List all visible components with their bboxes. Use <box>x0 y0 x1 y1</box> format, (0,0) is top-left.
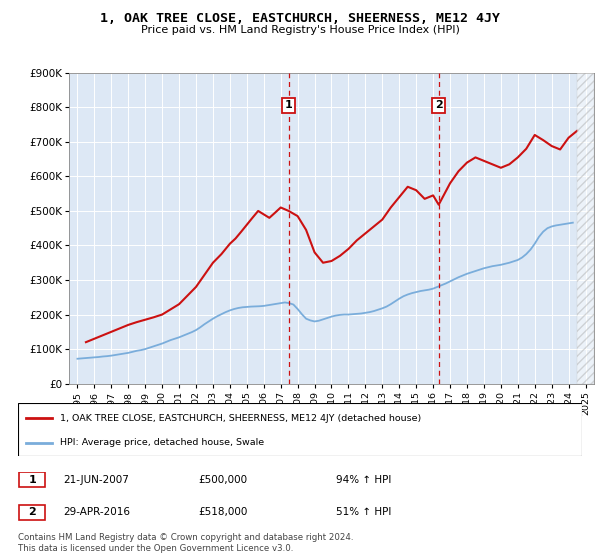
Text: 21-JUN-2007: 21-JUN-2007 <box>63 475 129 485</box>
Text: Price paid vs. HM Land Registry's House Price Index (HPI): Price paid vs. HM Land Registry's House … <box>140 25 460 35</box>
Text: £500,000: £500,000 <box>198 475 247 485</box>
Text: HPI: Average price, detached house, Swale: HPI: Average price, detached house, Swal… <box>60 438 265 447</box>
Text: 94% ↑ HPI: 94% ↑ HPI <box>336 475 391 485</box>
Text: 1, OAK TREE CLOSE, EASTCHURCH, SHEERNESS, ME12 4JY (detached house): 1, OAK TREE CLOSE, EASTCHURCH, SHEERNESS… <box>60 414 422 423</box>
Text: 2: 2 <box>29 507 36 517</box>
Text: Contains HM Land Registry data © Crown copyright and database right 2024.
This d: Contains HM Land Registry data © Crown c… <box>18 533 353 553</box>
Text: 1, OAK TREE CLOSE, EASTCHURCH, SHEERNESS, ME12 4JY: 1, OAK TREE CLOSE, EASTCHURCH, SHEERNESS… <box>100 12 500 25</box>
Text: 51% ↑ HPI: 51% ↑ HPI <box>336 507 391 517</box>
Text: 2: 2 <box>435 100 443 110</box>
Text: 29-APR-2016: 29-APR-2016 <box>63 507 130 517</box>
Text: £518,000: £518,000 <box>198 507 247 517</box>
Text: 1: 1 <box>29 475 36 485</box>
Text: 1: 1 <box>285 100 293 110</box>
